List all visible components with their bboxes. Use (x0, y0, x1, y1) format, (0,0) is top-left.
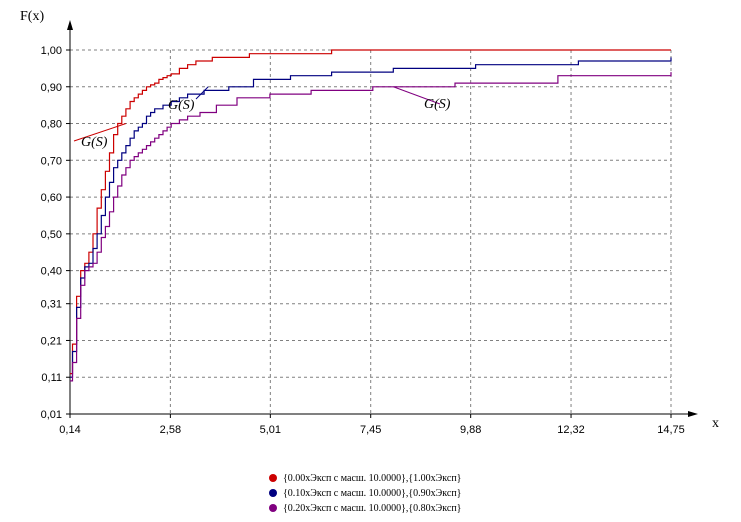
y-tick-label: 0,90 (41, 82, 62, 94)
annotation-label-3: G(S) (424, 97, 451, 112)
series-line-3 (70, 72, 672, 382)
legend-marker-3 (269, 504, 277, 512)
x-tick-label: 14,75 (657, 424, 685, 436)
x-axis-title: x (712, 416, 719, 431)
y-tick-label: 0,31 (41, 299, 62, 311)
x-tick-label: 7,45 (360, 424, 381, 436)
y-tick-label: 0,40 (41, 266, 62, 278)
x-tick-label: 2,58 (160, 424, 181, 436)
legend-label-3: {0.20хЭксп с масш. 10.0000},{0.80хЭксп} (283, 503, 461, 514)
y-ticks: 0,01 0,11 0,21 0,31 0,40 0,50 0,60 0,70 0,80 0,90… (41, 45, 70, 421)
y-tick-label: 0,21 (41, 335, 62, 347)
legend-marker-1 (269, 474, 277, 482)
y-axis-title: F(x) (20, 9, 44, 24)
y-tick-label: 0,60 (41, 192, 62, 204)
annotation-label-1: G(S) (81, 135, 108, 150)
series-line-2 (70, 57, 672, 378)
x-tick-label: 12,32 (557, 424, 585, 436)
annotations: G(S) G(S) G(S) (73, 86, 451, 150)
y-tick-label: 0,11 (41, 372, 62, 384)
x-axis-arrow (688, 411, 698, 417)
series-lines (70, 49, 672, 382)
annotation-label-2: G(S) (168, 98, 195, 113)
legend-marker-2 (269, 489, 277, 497)
y-axis-arrow (67, 20, 73, 30)
x-ticks: 0,14 2,58 5,01 7,45 9,88 12,32 14,75 (59, 414, 685, 436)
series-line-1 (70, 49, 671, 375)
x-tick-label: 0,14 (59, 424, 80, 436)
x-tick-label: 5,01 (260, 424, 281, 436)
y-tick-label: 0,80 (41, 119, 62, 131)
legend: {0.00хЭксп с масш. 10.0000},{1.00хЭксп} {… (269, 473, 461, 514)
annotation-leader-3 (393, 86, 441, 105)
y-tick-label: 0,50 (41, 229, 62, 241)
y-tick-label: 0,01 (41, 409, 62, 421)
x-tick-label: 9,88 (460, 424, 481, 436)
y-tick-label: 1,00 (41, 45, 62, 57)
y-tick-label: 0,70 (41, 155, 62, 167)
annotation-leader-2 (195, 86, 209, 100)
legend-label-2: {0.10хЭксп с масш. 10.0000},{0.90хЭксп} (283, 488, 461, 499)
grid (70, 49, 672, 414)
annotation-leader-1 (73, 123, 127, 142)
legend-label-1: {0.00хЭксп с масш. 10.0000},{1.00хЭксп} (283, 473, 461, 484)
